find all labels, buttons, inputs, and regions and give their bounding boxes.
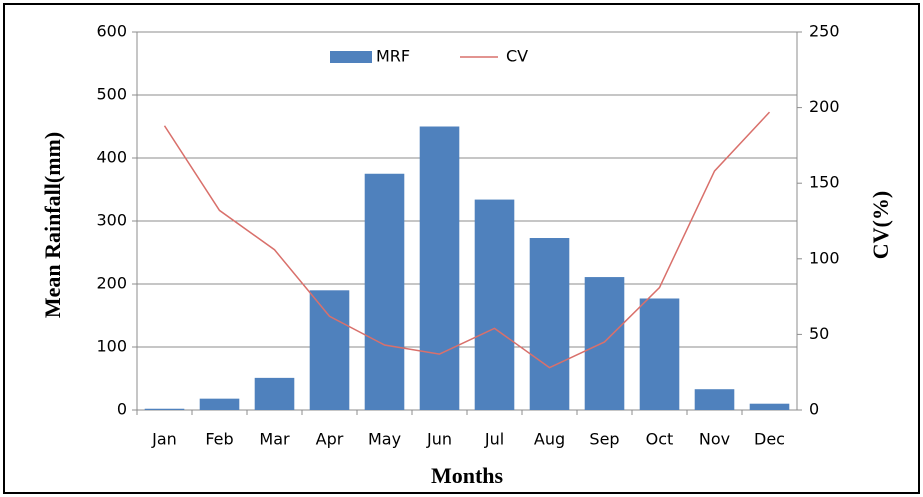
y2-tick-label: 50 bbox=[809, 324, 829, 343]
bar bbox=[309, 290, 350, 410]
bar bbox=[584, 277, 625, 410]
bar bbox=[199, 398, 240, 410]
y-tick-label: 400 bbox=[96, 148, 127, 167]
legend-label: CV bbox=[506, 47, 528, 66]
bar bbox=[364, 173, 405, 410]
x-tick-label: Jul bbox=[484, 430, 504, 449]
y2-tick-label: 200 bbox=[809, 97, 840, 116]
y-tick-label: 0 bbox=[117, 400, 127, 419]
bar bbox=[419, 126, 460, 410]
x-tick-label: Dec bbox=[754, 430, 785, 449]
bar bbox=[144, 408, 185, 410]
bar bbox=[474, 199, 515, 410]
x-tick-label: Apr bbox=[316, 430, 344, 449]
x-tick-label: Jan bbox=[151, 430, 177, 449]
y-axis-title: Mean Rainfall(mm) bbox=[40, 132, 65, 318]
y-tick-label: 500 bbox=[96, 85, 127, 104]
bar bbox=[254, 377, 295, 410]
y-tick-label: 300 bbox=[96, 211, 127, 230]
y2-tick-label: 150 bbox=[809, 173, 840, 192]
bar bbox=[529, 238, 570, 410]
chart-frame bbox=[3, 3, 920, 494]
x-tick-label: Sep bbox=[589, 430, 619, 449]
y-tick-label: 100 bbox=[96, 337, 127, 356]
x-axis-title: Months bbox=[431, 463, 504, 488]
x-tick-label: Mar bbox=[259, 430, 290, 449]
bar bbox=[639, 298, 680, 410]
y2-tick-label: 250 bbox=[809, 22, 840, 41]
legend-swatch bbox=[330, 51, 372, 63]
x-tick-label: Oct bbox=[646, 430, 674, 449]
bar bbox=[749, 403, 790, 410]
x-tick-label: Feb bbox=[205, 430, 233, 449]
x-tick-label: May bbox=[368, 430, 401, 449]
legend-label: MRF bbox=[376, 47, 410, 66]
x-tick-label: Jun bbox=[426, 430, 452, 449]
x-tick-label: Aug bbox=[534, 430, 565, 449]
y-tick-label: 200 bbox=[96, 274, 127, 293]
bar bbox=[694, 389, 735, 410]
line bbox=[163, 111, 771, 369]
y-tick-label: 600 bbox=[96, 22, 127, 41]
y2-axis-title: CV(%) bbox=[868, 191, 893, 259]
y2-tick-label: 100 bbox=[809, 248, 840, 267]
x-tick-label: Nov bbox=[699, 430, 730, 449]
y2-tick-label: 0 bbox=[809, 400, 819, 419]
